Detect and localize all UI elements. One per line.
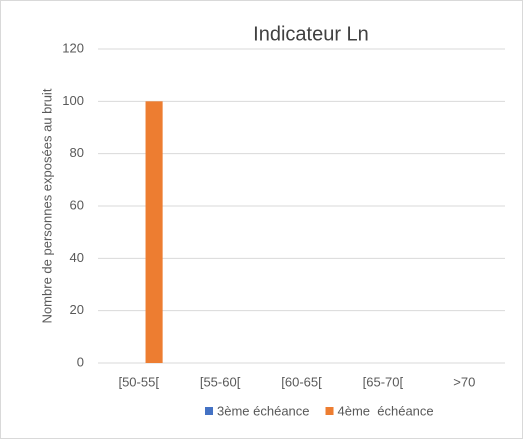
legend-swatch [325,407,334,415]
y-tick-label: 100 [62,93,84,108]
bar [145,101,163,363]
y-tick-label: 20 [70,302,84,317]
chart-title: Indicateur Ln [253,23,369,45]
x-tick-label: [65-70[ [363,374,404,389]
legend-swatch [205,407,213,415]
y-tick-label: 0 [77,354,84,369]
x-tick-label: >70 [453,374,475,389]
y-tick-label: 40 [70,250,84,265]
x-tick-label: [50-55[ [118,374,159,389]
y-tick-label: 60 [70,197,84,212]
legend-label: 4ème échéance [338,403,434,418]
y-tick-label: 120 [62,40,84,55]
x-tick-label: [55-60[ [200,374,241,389]
x-tick-label: [60-65[ [281,374,322,389]
legend-label: 3ème échéance [217,403,310,418]
y-tick-label: 80 [70,145,84,160]
y-axis-label: Nombre de personnes exposées au bruit [39,88,54,323]
